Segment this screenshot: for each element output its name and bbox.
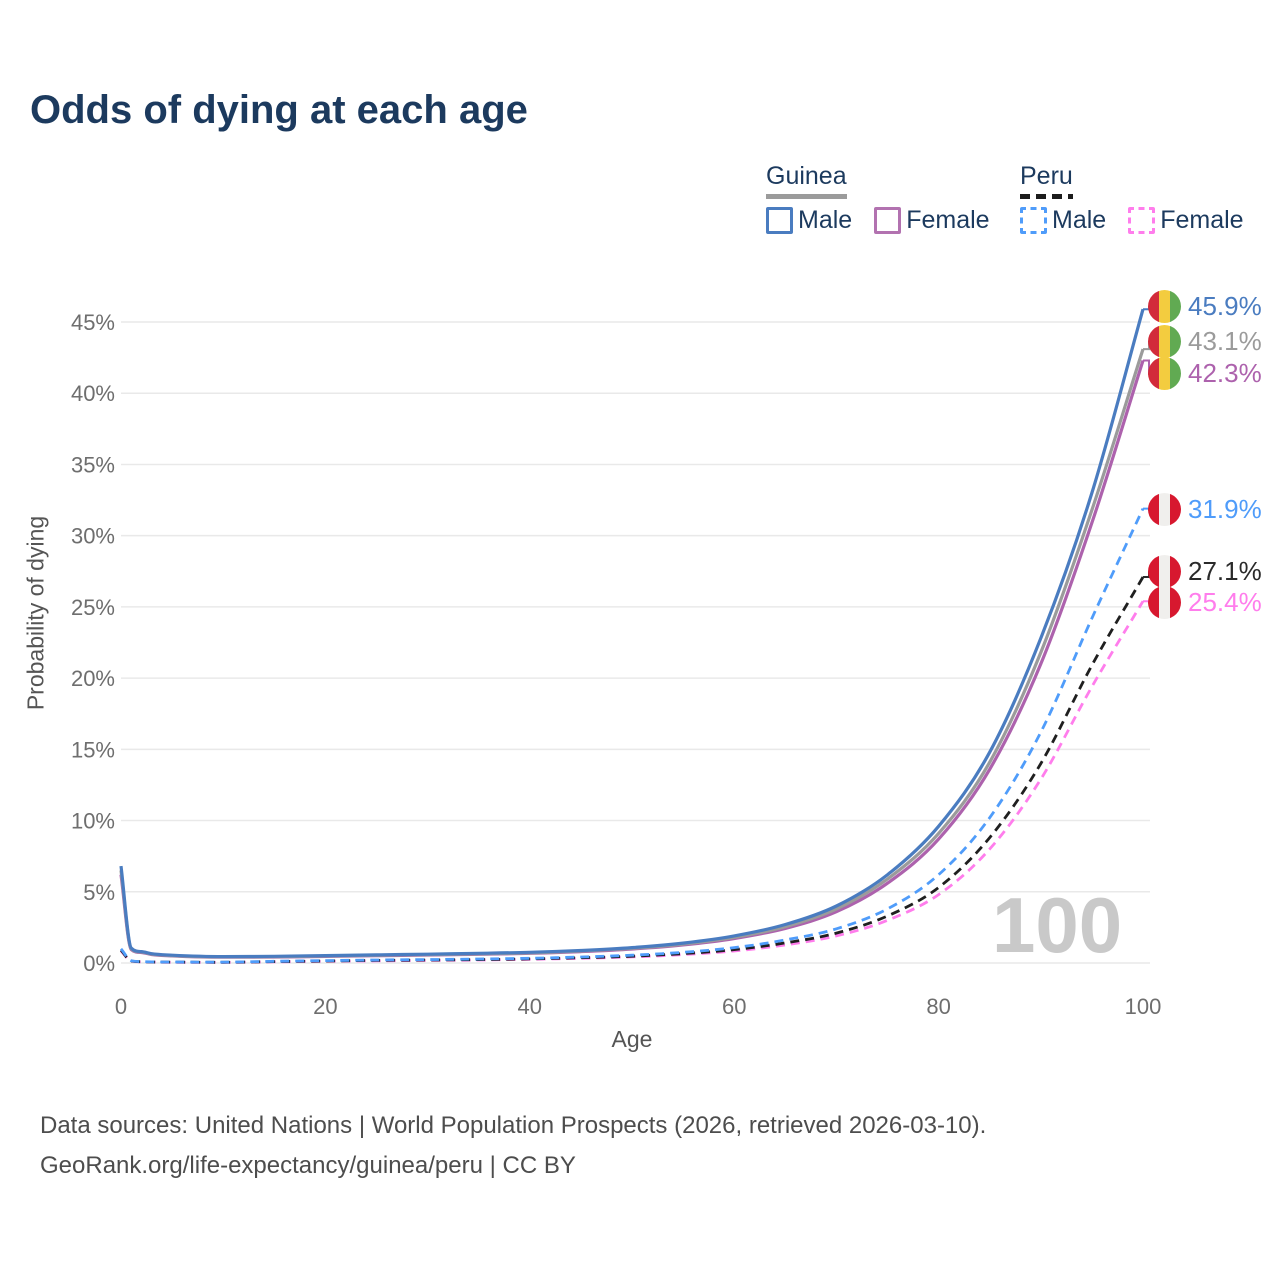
peru-dashed-line-icon — [1020, 194, 1073, 199]
guinea-flag-icon — [1148, 290, 1181, 323]
y-tick-label: 5% — [83, 880, 115, 905]
x-tick-label: 80 — [926, 994, 950, 1019]
legend-label: Female — [1160, 206, 1244, 234]
legend-label: Male — [798, 206, 853, 234]
guinea-female-swatch-icon — [874, 207, 902, 234]
legend-item-peru-male[interactable]: Male — [1020, 206, 1106, 235]
guinea-solid-line-icon — [766, 194, 847, 199]
x-tick-label: 100 — [1125, 994, 1162, 1019]
end-label-value: 27.1% — [1188, 556, 1262, 586]
peru-flag-icon — [1148, 555, 1181, 588]
y-tick-label: 35% — [71, 452, 115, 477]
footer-line-1: Data sources: United Nations | World Pop… — [40, 1112, 987, 1139]
series-line-peru-male — [119, 508, 1145, 964]
end-label-value: 31.9% — [1188, 494, 1262, 524]
guinea-flag-icon — [1148, 357, 1181, 390]
y-tick-label: 40% — [71, 381, 115, 406]
legend-title-peru: Peru — [1020, 162, 1073, 199]
legend-item-peru-female[interactable]: Female — [1128, 206, 1244, 235]
y-tick-label: 20% — [71, 666, 115, 691]
end-label-guinea-all: 43.1% — [1148, 325, 1262, 358]
legend-title-peru-text: Peru — [1020, 162, 1073, 190]
x-tick-label: 0 — [115, 994, 127, 1019]
peru-flag-icon — [1148, 493, 1181, 526]
series-line-guinea-male — [119, 308, 1145, 959]
end-label-peru-all: 27.1% — [1148, 555, 1262, 588]
end-label-guinea-male: 45.9% — [1148, 290, 1262, 323]
legend-title-guinea-text: Guinea — [766, 162, 847, 190]
y-tick-label: 30% — [71, 524, 115, 549]
end-label-value: 25.4% — [1188, 587, 1262, 617]
guinea-flag-icon — [1148, 325, 1181, 358]
end-label-guinea-female: 42.3% — [1148, 357, 1262, 390]
mortality-line-chart: 0% 5% 10% 15% 20% 25% 30% 35% 40% 45% 0 20 40 60 80 100… — [71, 306, 1162, 1019]
guinea-male-swatch-icon — [766, 207, 793, 234]
x-tick-label: 60 — [722, 994, 746, 1019]
legend-group-peru: Peru Male Female — [1020, 162, 1244, 235]
x-tick-label: 40 — [518, 994, 542, 1019]
legend-item-guinea-female[interactable]: Female — [874, 206, 990, 235]
series-line-peru-female — [119, 600, 1145, 964]
y-tick-label: 15% — [71, 737, 115, 762]
end-label-peru-male: 31.9% — [1148, 493, 1262, 526]
series-line-guinea-all — [119, 348, 1145, 959]
peru-female-swatch-icon — [1128, 207, 1156, 234]
series-line-guinea-female — [119, 360, 1145, 959]
peru-male-swatch-icon — [1020, 207, 1047, 234]
data-source-footer: Data sources: United Nations | World Pop… — [40, 1106, 986, 1186]
end-label-peru-female: 25.4% — [1148, 586, 1262, 619]
peru-flag-icon — [1148, 586, 1181, 619]
legend-label: Male — [1052, 206, 1107, 234]
y-tick-label: 25% — [71, 595, 115, 620]
y-tick-label: 0% — [83, 951, 115, 976]
y-axis-title: Probability of dying — [22, 515, 49, 711]
legend-title-guinea: Guinea — [766, 162, 847, 199]
legend-group-guinea: Guinea Male Female — [766, 162, 990, 235]
footer-line-2: GeoRank.org/life-expectancy/guinea/peru … — [40, 1152, 576, 1179]
x-axis-title: Age — [611, 1026, 653, 1052]
legend-label: Female — [906, 206, 990, 234]
end-label-value: 43.1% — [1188, 326, 1262, 356]
end-label-value: 45.9% — [1188, 291, 1262, 321]
end-label-value: 42.3% — [1188, 358, 1262, 388]
legend-item-guinea-male[interactable]: Male — [766, 206, 852, 235]
x-tick-label: 20 — [313, 994, 337, 1019]
y-tick-label: 10% — [71, 809, 115, 834]
page-title: Odds of dying at each age — [30, 88, 528, 132]
age-watermark: 100 — [992, 881, 1122, 969]
y-tick-label: 45% — [71, 310, 115, 335]
